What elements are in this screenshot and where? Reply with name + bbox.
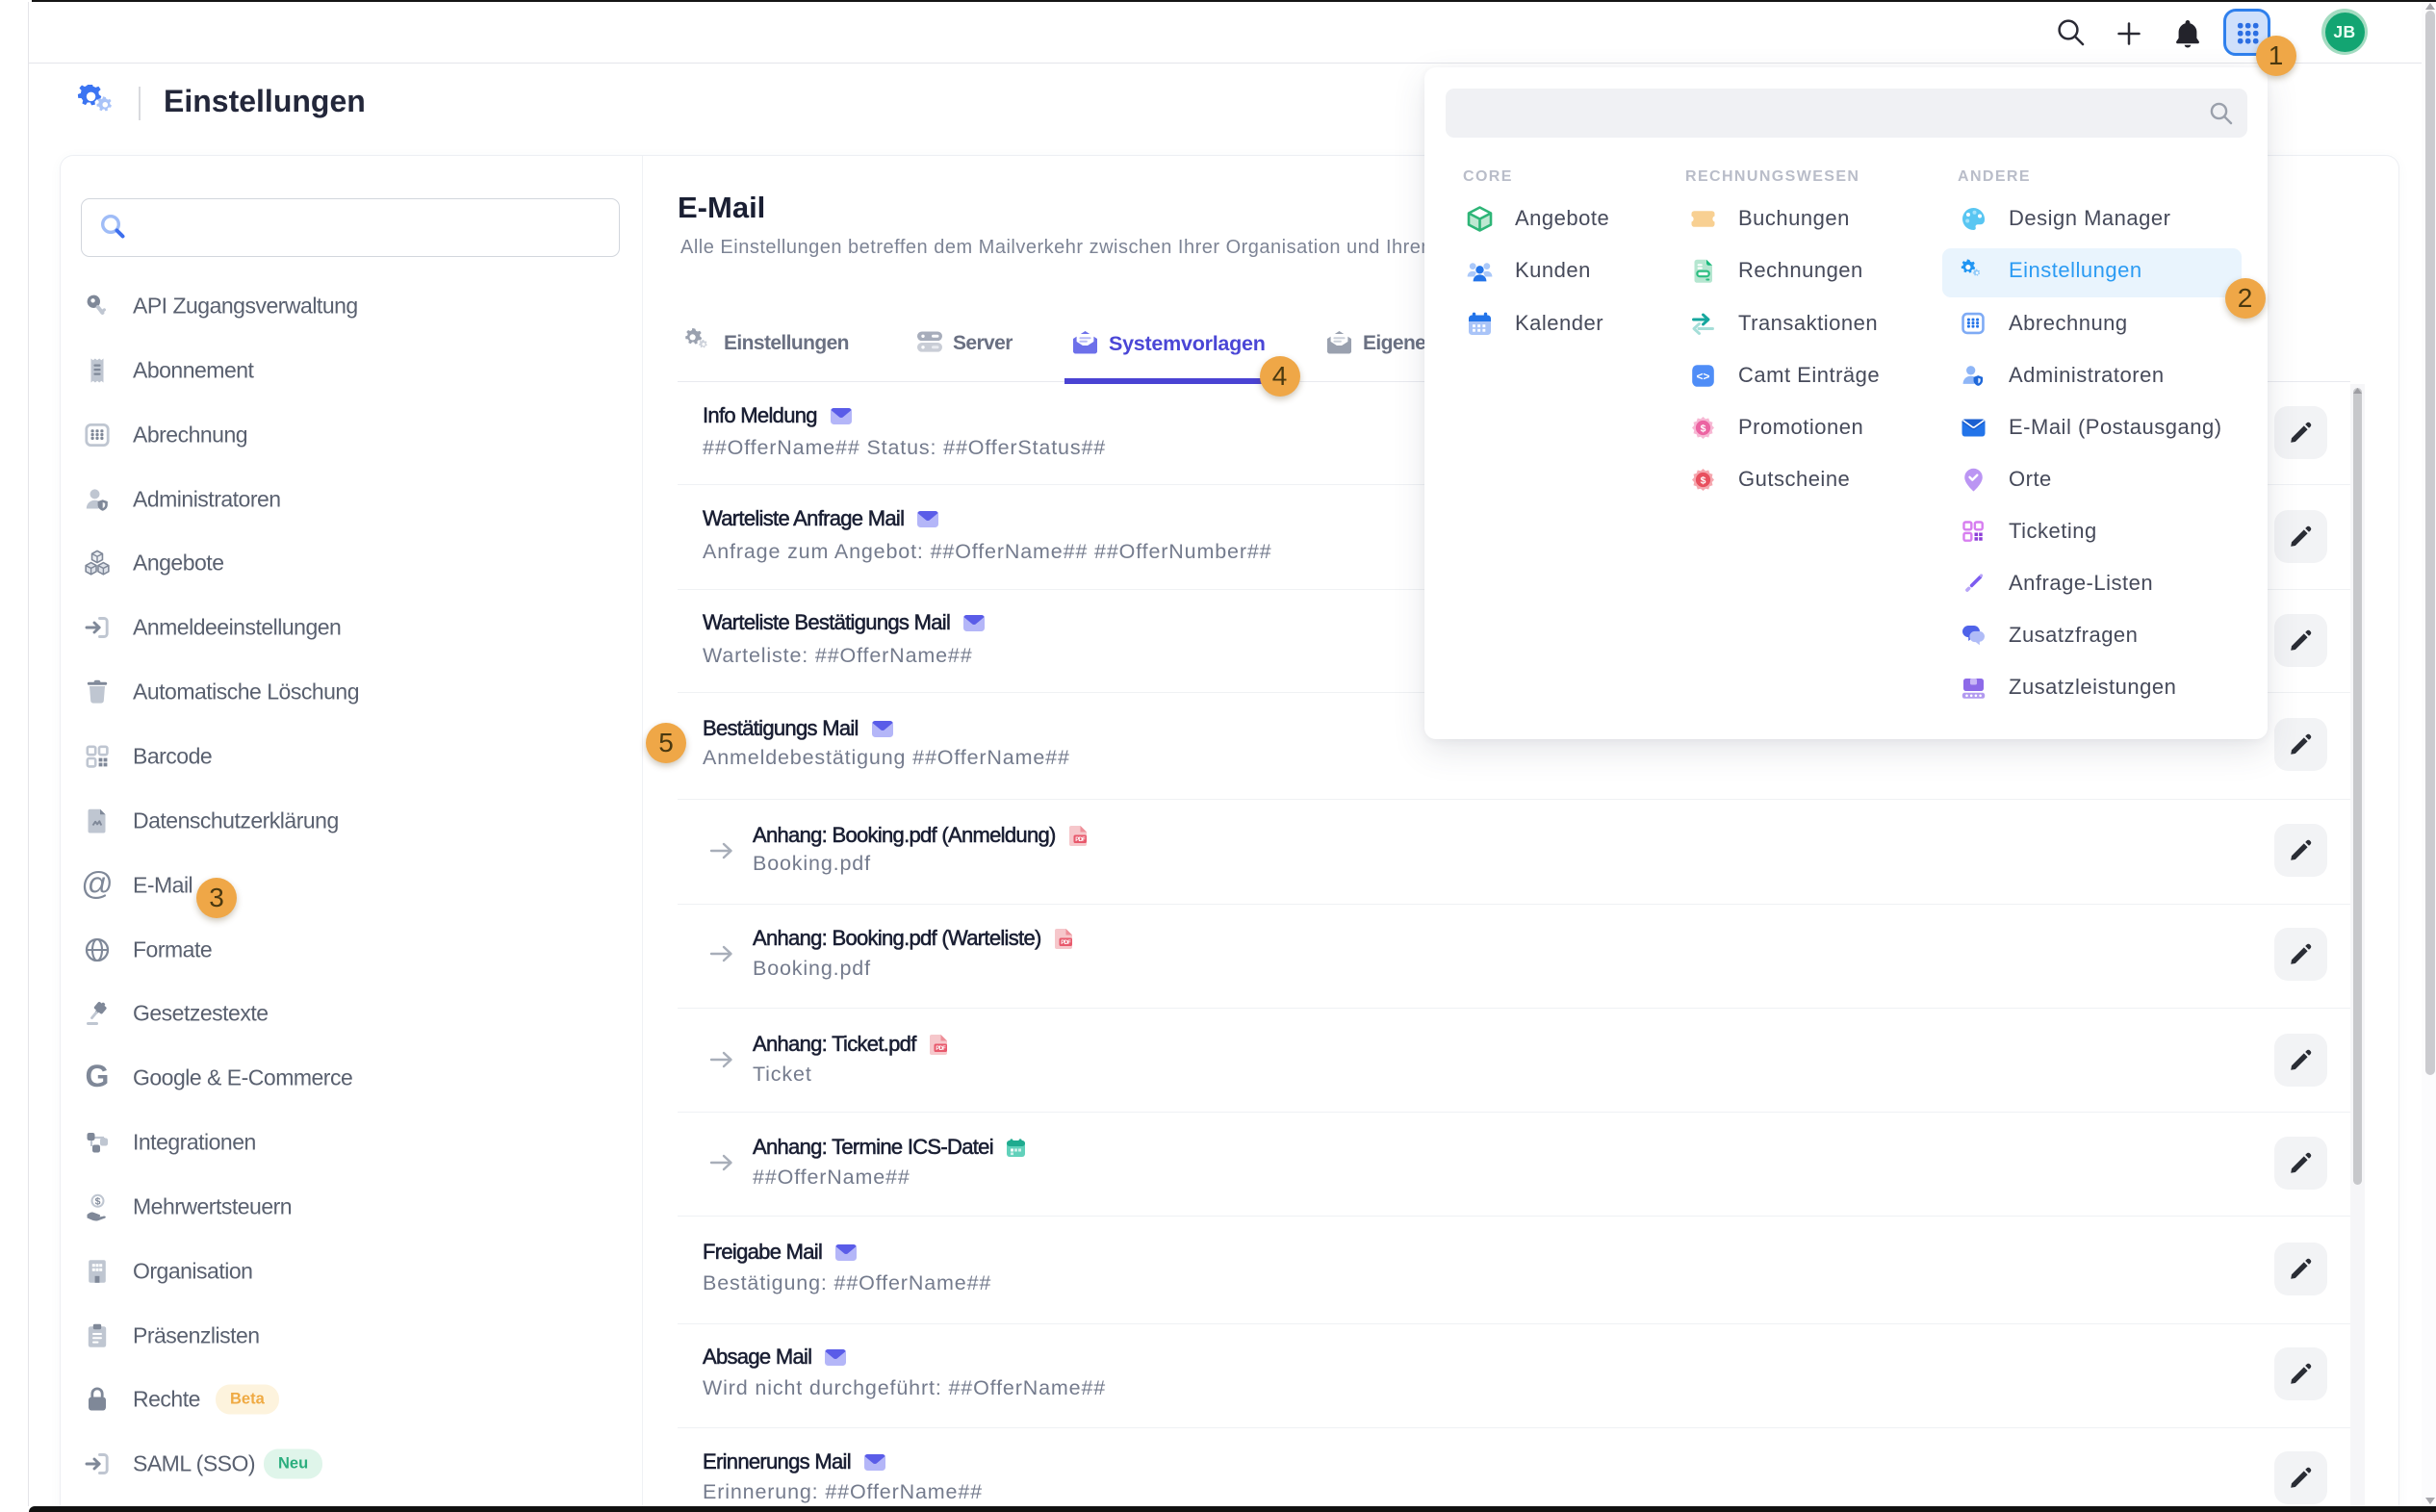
svg-text:PDF: PDF — [1075, 837, 1086, 843]
svg-text:$: $ — [95, 1195, 101, 1207]
svg-text:$: $ — [1700, 474, 1705, 486]
svg-text:$: $ — [1700, 423, 1705, 434]
svg-text:PDF: PDF — [936, 1046, 946, 1052]
svg-text:<>: <> — [1696, 370, 1709, 383]
svg-text:PDF: PDF — [1061, 940, 1071, 946]
